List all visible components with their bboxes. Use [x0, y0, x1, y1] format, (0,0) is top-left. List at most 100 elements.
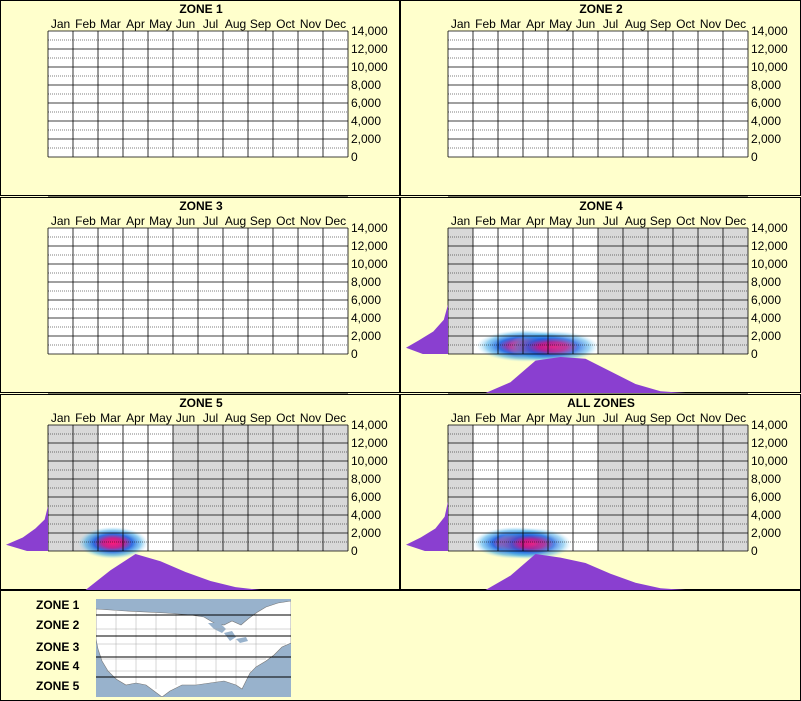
- month-label: Jul: [603, 411, 618, 425]
- y-tick-label: 6,000: [351, 96, 381, 110]
- month-label: Aug: [225, 214, 246, 228]
- legend-zone-1: ZONE 1: [36, 598, 80, 612]
- month-label: Mar: [500, 17, 521, 31]
- month-label: Dec: [725, 214, 746, 228]
- month-label: Mar: [100, 17, 121, 31]
- density-hotspot: [78, 526, 148, 559]
- month-label: Dec: [725, 411, 746, 425]
- y-tick-label: 8,000: [351, 78, 381, 92]
- y-tick-label: 6,000: [751, 293, 781, 307]
- month-label: Aug: [625, 214, 646, 228]
- month-density-curve: [448, 357, 748, 393]
- y-tick-label: 10,000: [351, 454, 388, 468]
- month-label: Jul: [203, 411, 218, 425]
- y-tick-label: 0: [751, 150, 758, 164]
- month-label: Feb: [75, 411, 96, 425]
- unobserved-month-shade: [673, 228, 698, 354]
- y-tick-label: 12,000: [351, 436, 388, 450]
- month-label: Feb: [475, 17, 496, 31]
- zone-chart-4: Jan Feb Mar Apr May Jun Jul Aug Sep Oct Nov Dec 14,0…: [406, 214, 788, 394]
- month-label: Apr: [126, 214, 145, 228]
- month-label: Jun: [576, 214, 595, 228]
- map-state-borders: [96, 611, 291, 689]
- month-label: Feb: [75, 214, 96, 228]
- y-tick-label: 8,000: [751, 78, 781, 92]
- panel-title: ZONE 1: [179, 2, 223, 16]
- unobserved-month-shade: [223, 425, 248, 551]
- all-zones-panel: ALL ZONES Jan Feb Mar Apr May Jun Jul Aug Sep Oct…: [400, 394, 801, 591]
- month-label: Jan: [451, 411, 470, 425]
- y-tick-label: 6,000: [751, 490, 781, 504]
- y-tick-label: 14,000: [351, 221, 388, 235]
- unobserved-month-shade: [173, 425, 198, 551]
- month-density-curve: [48, 554, 348, 590]
- month-label: Jan: [51, 214, 70, 228]
- y-tick-label: 14,000: [751, 221, 788, 235]
- y-tick-label: 8,000: [351, 275, 381, 289]
- y-tick-label: 12,000: [351, 239, 388, 253]
- month-label: Nov: [300, 17, 321, 31]
- map-zone-lines: [96, 614, 291, 678]
- y-tick-label: 14,000: [751, 24, 788, 38]
- y-tick-label: 2,000: [351, 132, 381, 146]
- legend-zone-4: ZONE 4: [36, 659, 80, 673]
- unobserved-month-shade: [623, 228, 648, 354]
- month-label: Nov: [700, 411, 721, 425]
- y-tick-label: 12,000: [751, 42, 788, 56]
- month-label: Aug: [625, 411, 646, 425]
- month-label: Jan: [51, 411, 70, 425]
- month-label: Aug: [225, 411, 246, 425]
- month-label: Mar: [500, 214, 521, 228]
- month-label: Mar: [100, 411, 121, 425]
- month-label: Oct: [276, 17, 295, 31]
- y-tick-label: 6,000: [351, 293, 381, 307]
- month-label: Feb: [475, 411, 496, 425]
- month-label: Feb: [475, 214, 496, 228]
- y-tick-label: 14,000: [351, 24, 388, 38]
- month-label: Apr: [526, 411, 545, 425]
- month-label: Jun: [176, 17, 195, 31]
- y-tick-label: 0: [351, 347, 358, 361]
- month-density-curve: [448, 554, 748, 590]
- month-label: May: [149, 17, 172, 31]
- y-tick-label: 4,000: [751, 114, 781, 128]
- month-label: Nov: [300, 214, 321, 228]
- y-tick-label: 10,000: [751, 257, 788, 271]
- month-label: Dec: [325, 214, 346, 228]
- month-label: Jan: [51, 17, 70, 31]
- panel-title: ZONE 2: [579, 2, 623, 16]
- unobserved-month-shade: [273, 425, 298, 551]
- zone-panel-3: ZONE 3 Jan Feb Mar Apr May Jun Jul Aug Sep Oct Nov…: [0, 197, 400, 394]
- y-tick-label: 12,000: [751, 239, 788, 253]
- y-tick-label: 6,000: [751, 96, 781, 110]
- month-label: Apr: [526, 214, 545, 228]
- month-label: Jul: [603, 214, 618, 228]
- month-label: Oct: [276, 411, 295, 425]
- zone-panel-4: ZONE 4 Jan Feb Mar Apr May Jun Jul Aug Sep Oct Nov…: [400, 197, 801, 394]
- y-tick-label: 14,000: [751, 418, 788, 432]
- month-label: Dec: [725, 17, 746, 31]
- month-label: May: [549, 17, 572, 31]
- zone-chart-1: Jan Feb Mar Apr May Jun Jul Aug Sep Oct Nov Dec 14,0…: [47, 17, 388, 197]
- unobserved-month-shade: [673, 425, 698, 551]
- y-tick-label: 0: [351, 544, 358, 558]
- month-label: May: [149, 411, 172, 425]
- y-tick-label: 0: [351, 150, 358, 164]
- month-label: Apr: [126, 17, 145, 31]
- y-tick-label: 2,000: [351, 526, 381, 540]
- zone-map: [96, 599, 291, 697]
- month-label: Nov: [300, 411, 321, 425]
- y-tick-label: 8,000: [351, 472, 381, 486]
- panel-title: ZONE 5: [179, 396, 223, 410]
- y-tick-label: 10,000: [751, 60, 788, 74]
- y-tick-label: 14,000: [351, 418, 388, 432]
- month-label: Jun: [176, 214, 195, 228]
- y-tick-label: 2,000: [751, 526, 781, 540]
- month-label: Jun: [576, 17, 595, 31]
- panel-title: ALL ZONES: [567, 396, 635, 410]
- month-label: Feb: [75, 17, 96, 31]
- all-zones-chart: Jan Feb Mar Apr May Jun Jul Aug Sep Oct Nov Dec 14,0…: [406, 411, 788, 591]
- y-tick-label: 2,000: [751, 132, 781, 146]
- month-label: Oct: [676, 214, 695, 228]
